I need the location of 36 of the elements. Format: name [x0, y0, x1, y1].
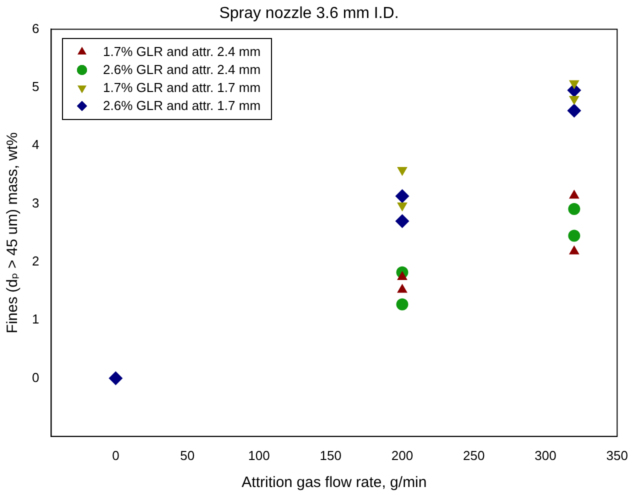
y-tick-label: 4	[32, 137, 40, 152]
x-tick-label: 250	[463, 448, 485, 463]
x-tick-label: 150	[320, 448, 342, 463]
point	[397, 271, 408, 280]
point	[395, 214, 410, 228]
x-tick-label: 50	[180, 448, 195, 463]
chart-title: Spray nozzle 3.6 mm I.D.	[219, 5, 399, 22]
y-tick-label: 2	[32, 253, 40, 268]
legend-label: 1.7% GLR and attr. 1.7 mm	[103, 79, 261, 97]
y-tick-label: 3	[32, 195, 40, 210]
legend-label: 2.6% GLR and attr. 1.7 mm	[103, 97, 261, 115]
x-tick-label: 200	[391, 448, 414, 463]
y-tick-label: 6	[32, 20, 40, 36]
x-tick-label: 100	[248, 448, 270, 463]
legend-label: 2.6% GLR and attr. 2.4 mm	[103, 61, 261, 79]
x-tick-label: 0	[112, 448, 120, 463]
x-axis-title: Attrition gas flow rate, g/min	[242, 474, 427, 492]
point	[568, 96, 580, 106]
point	[568, 230, 580, 242]
y-tick-label: 5	[32, 78, 40, 94]
y-tick-label: 0	[32, 370, 40, 385]
legend-label: 1.7% GLR and attr. 2.4 mm	[103, 43, 261, 61]
y-axis-title: Fines (dₚ > 45 um) mass, wt%	[4, 132, 22, 334]
point	[397, 202, 408, 212]
point	[108, 371, 123, 386]
point	[395, 189, 410, 204]
point	[568, 202, 580, 215]
x-tick-label: 350	[606, 448, 628, 463]
point	[396, 298, 408, 310]
y-tick-label: 1	[32, 312, 40, 327]
point	[567, 104, 582, 118]
point	[568, 190, 580, 199]
point	[397, 166, 408, 176]
point	[397, 284, 408, 293]
point	[568, 80, 580, 90]
x-tick-label: 300	[534, 448, 556, 463]
